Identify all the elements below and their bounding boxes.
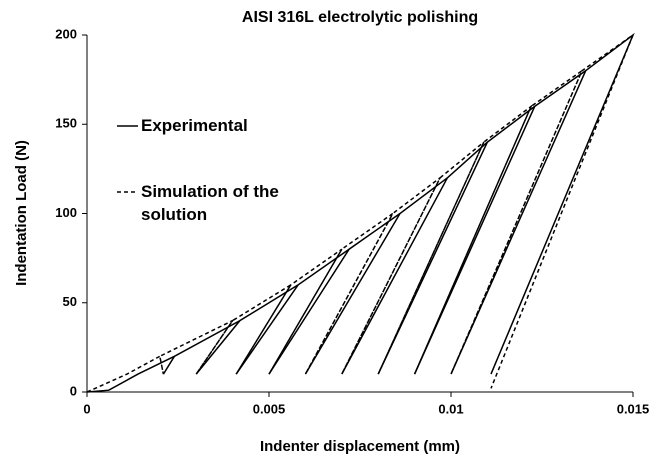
y-tick-label: 50 — [63, 294, 77, 309]
x-tick-label: 0.01 — [438, 401, 463, 416]
y-axis-label: Indentation Load (N) — [13, 140, 30, 286]
series-line — [86, 32, 635, 393]
y-tick-label: 200 — [55, 26, 77, 41]
x-tick-label: 0.015 — [617, 401, 650, 416]
x-axis-label: Indenter displacement (mm) — [260, 438, 460, 455]
legend-label: Simulation of the solution — [141, 182, 279, 224]
x-tick-label: 0 — [83, 401, 90, 416]
y-tick-label: 100 — [55, 205, 77, 220]
legend-label: Experimental — [141, 116, 248, 135]
y-tick-label: 150 — [55, 116, 77, 131]
series-line — [86, 32, 635, 393]
x-tick-label: 0.005 — [253, 401, 286, 416]
chart-title: AISI 316L electrolytic polishing — [242, 9, 478, 26]
y-tick-label: 0 — [70, 383, 77, 398]
